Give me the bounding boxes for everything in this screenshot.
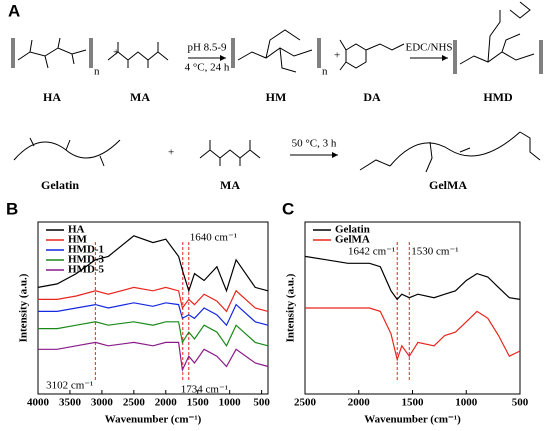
gelma-structure [359,131,541,173]
legend-label: HMD-5 [68,264,105,276]
x-tick-label: 3500 [59,397,82,409]
x-tick-label: 500 [512,397,529,409]
spectrum-line [38,321,269,347]
subscript: n [322,66,328,78]
legend-label: HM [68,234,88,246]
ma-structure [107,42,169,68]
scheme-row1 [11,1,543,74]
x-axis-label: Wavenumber (cm⁻¹) [364,414,461,426]
y-axis-label: Intensity (a.u.) [285,273,297,342]
annotation: 1642 cm⁻¹ [348,246,395,258]
y-axis-label: Intensity (a.u.) [18,273,30,342]
x-tick-label: 3000 [91,397,114,409]
annotation: 3102 cm⁻¹ [46,380,93,392]
x-tick-label: 2000 [348,397,371,409]
hmd-structure [453,1,543,74]
ha-structure [11,37,93,69]
annotation: 1640 cm⁻¹ [190,232,237,244]
spectrum-line [38,286,269,313]
compound-label: HM [266,90,287,104]
legend-label: HMD-1 [68,244,104,256]
spectrum-line [38,341,269,372]
compound-label: MA [220,178,240,192]
x-tick-label: 4000 [27,397,50,409]
condition: pH 8.5-9 [187,42,227,54]
plot-frame [37,221,269,395]
plus: + [113,47,119,59]
legend-label: GelMA [335,234,370,246]
annotation: 1530 cm⁻¹ [411,246,458,258]
spectrum-line [37,235,269,293]
panel-label: C [282,199,294,218]
scheme-row2 [13,131,541,173]
x-tick-label: 1500 [187,397,210,409]
gelatin-structure [13,137,121,167]
compound-label: DA [363,90,381,104]
x-tick-label: 1000 [219,397,242,409]
legend-label: HMD-3 [68,254,105,266]
spectrum-line [305,307,521,362]
panel-label: B [6,199,18,218]
arrowhead [332,152,338,158]
x-tick-label: 2500 [294,397,317,409]
x-axis-label: Wavenumber (cm⁻¹) [105,414,202,426]
x-tick-label: 2500 [123,397,146,409]
plus: + [334,50,340,62]
compound-label: HMD [483,90,513,104]
compound-label: HA [43,90,61,104]
x-tick-label: 2000 [155,397,178,409]
compound-label: Gelatin [41,178,79,192]
compound-label: MA [130,90,150,104]
spectrum-line [38,302,269,327]
legend-label: Gelatin [335,224,370,236]
annotation: 1734 cm⁻¹ [181,384,228,396]
x-tick-label: 1000 [455,397,478,409]
hm-structure [231,29,321,73]
x-tick-label: 500 [253,397,270,409]
spectrum-line [304,255,521,301]
da-structure [339,39,405,71]
condition: 50 °C, 3 h [292,138,337,150]
legend-label: HA [68,224,85,236]
condition: 4 °C, 24 h [185,62,230,74]
ma-structure [199,140,261,166]
compound-label: GelMA [429,178,467,192]
arrowhead [220,55,226,61]
condition: EDC/NHS [405,42,452,54]
subscript: n [94,66,100,78]
x-tick-label: 1500 [402,397,425,409]
panel-label: A [8,1,20,20]
arrowhead [442,55,448,61]
plus: + [168,147,174,159]
